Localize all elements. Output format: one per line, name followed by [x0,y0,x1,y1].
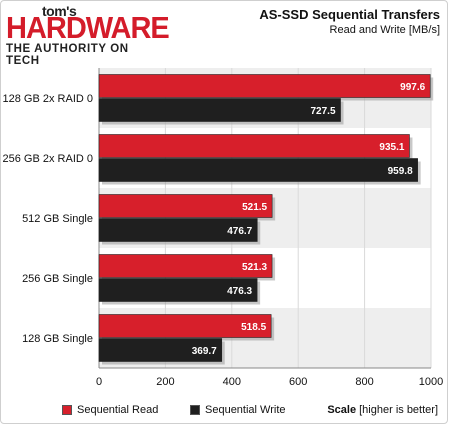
bar-sequential-read [98,314,272,338]
bar-value-label: 476.3 [227,286,252,297]
category-label: 128 GB Single [22,333,93,345]
x-tick-label: 200 [156,376,174,388]
bar-sequential-write [98,218,258,242]
bar-value-label: 369.7 [192,346,217,357]
bar-sequential-write [98,158,418,182]
legend-label-read: Sequential Read [77,404,159,416]
scale-note-text: [higher is better] [359,404,438,416]
x-tick-label: 1000 [419,376,443,388]
bar-value-label: 476.7 [227,226,252,237]
category-label: 256 GB Single [22,273,93,285]
chart-title: AS-SSD Sequential Transfers [259,7,440,22]
logo-tagline: THE AUTHORITY ON TECH [6,43,129,67]
logo-hardware-text: HARDWARE [6,12,170,46]
bar-value-label: 997.6 [400,82,425,93]
category-label: 128 GB 2x RAID 0 [3,93,94,105]
x-tick-label: 400 [223,376,241,388]
x-tick-label: 0 [96,376,102,388]
category-label: 512 GB Single [22,213,93,225]
bar-sequential-read [98,74,431,98]
bar-sequential-write [98,98,341,122]
bar-value-label: 521.3 [242,262,267,273]
legend-swatch-write [190,405,200,415]
legend-swatch-read [62,405,72,415]
legend-item-write: Sequential Write [190,404,286,416]
x-tick-label: 600 [289,376,307,388]
chart-subtitle: Read and Write [MB/s] [329,24,440,36]
bar-value-label: 521.5 [242,202,267,213]
scale-note-bold: Scale [327,404,357,416]
legend-item-read: Sequential Read [62,404,158,416]
logo-toms-text: tom's [42,3,77,19]
legend-label-write: Sequential Write [205,404,286,416]
toms-hardware-logo: tom's HARDWARE THE AUTHORITY ON TECH [6,3,170,67]
bar-value-label: 518.5 [241,322,266,333]
bar-value-label: 727.5 [310,106,335,117]
category-label: 256 GB 2x RAID 0 [3,153,94,165]
bar-sequential-write [98,338,223,362]
bar-sequential-read [98,194,273,218]
bar-sequential-write [98,278,258,302]
scale-note: Scale [higher is better] [327,404,438,416]
bar-sequential-read [98,134,410,158]
chart-legend: Sequential Read Sequential Write Scale [… [62,404,438,420]
bar-sequential-read [98,254,273,278]
bar-value-label: 935.1 [379,142,404,153]
x-tick-label: 800 [355,376,373,388]
bar-value-label: 959.8 [388,166,413,177]
